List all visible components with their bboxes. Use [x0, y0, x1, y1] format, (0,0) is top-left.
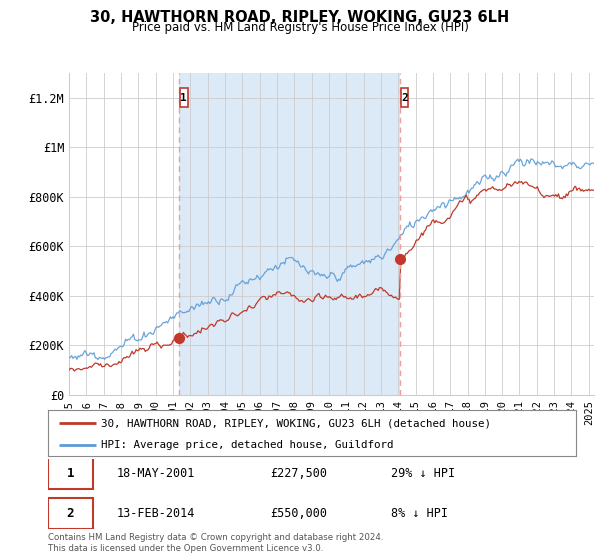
FancyBboxPatch shape — [401, 88, 409, 108]
Text: Contains HM Land Registry data © Crown copyright and database right 2024.
This d: Contains HM Land Registry data © Crown c… — [48, 533, 383, 553]
Text: 29% ↓ HPI: 29% ↓ HPI — [391, 466, 455, 480]
FancyBboxPatch shape — [48, 458, 93, 488]
Text: 30, HAWTHORN ROAD, RIPLEY, WOKING, GU23 6LH (detached house): 30, HAWTHORN ROAD, RIPLEY, WOKING, GU23 … — [101, 418, 491, 428]
Text: 8% ↓ HPI: 8% ↓ HPI — [391, 507, 448, 520]
Text: 1: 1 — [67, 466, 74, 480]
Text: 2: 2 — [67, 507, 74, 520]
Bar — [179, 73, 400, 395]
FancyBboxPatch shape — [48, 498, 93, 529]
Text: 1: 1 — [181, 92, 187, 102]
FancyBboxPatch shape — [180, 88, 188, 108]
Text: 30, HAWTHORN ROAD, RIPLEY, WOKING, GU23 6LH: 30, HAWTHORN ROAD, RIPLEY, WOKING, GU23 … — [91, 10, 509, 25]
Text: 13-FEB-2014: 13-FEB-2014 — [116, 507, 195, 520]
Text: 18-MAY-2001: 18-MAY-2001 — [116, 466, 195, 480]
Text: £550,000: £550,000 — [270, 507, 327, 520]
Text: £227,500: £227,500 — [270, 466, 327, 480]
Text: HPI: Average price, detached house, Guildford: HPI: Average price, detached house, Guil… — [101, 440, 394, 450]
Text: 2: 2 — [401, 92, 408, 102]
Text: Price paid vs. HM Land Registry's House Price Index (HPI): Price paid vs. HM Land Registry's House … — [131, 21, 469, 34]
